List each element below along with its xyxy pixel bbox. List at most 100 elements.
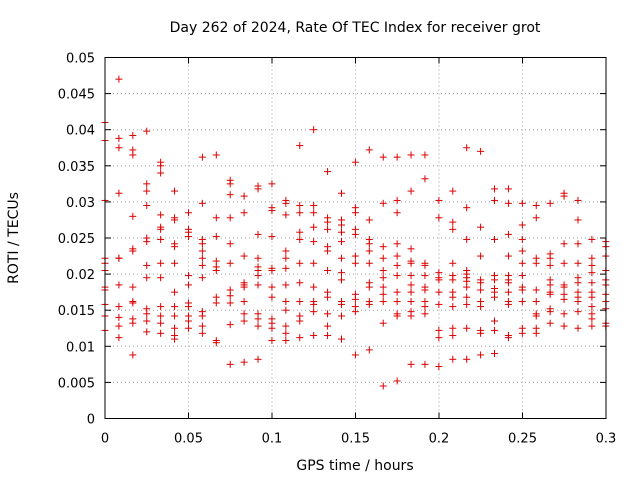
data-point (157, 329, 165, 337)
data-point (296, 334, 304, 342)
y-tick-label: 0.015 (58, 304, 95, 319)
data-point (407, 281, 415, 289)
data-point (198, 199, 206, 207)
data-point (393, 261, 401, 269)
data-point (491, 293, 499, 301)
data-point (143, 202, 151, 210)
data-point (226, 259, 234, 267)
data-point (351, 252, 359, 260)
data-point (310, 209, 318, 217)
data-point (240, 252, 248, 260)
data-point (226, 191, 234, 199)
data-point (198, 153, 206, 161)
data-point (324, 225, 332, 233)
data-point (407, 298, 415, 306)
data-point (449, 187, 457, 195)
data-point (296, 235, 304, 243)
data-point (143, 261, 151, 269)
data-point (560, 310, 568, 318)
data-point (310, 126, 318, 134)
data-point (115, 144, 123, 152)
data-point (198, 274, 206, 282)
data-point (379, 290, 387, 298)
x-tick-label: 0.15 (341, 432, 370, 447)
data-point (282, 211, 290, 219)
data-point (463, 235, 471, 243)
data-point (532, 214, 540, 222)
data-point (560, 283, 568, 291)
data-point (393, 272, 401, 280)
data-point (518, 259, 526, 267)
data-point (588, 293, 596, 301)
data-point (546, 281, 554, 289)
y-tick-label: 0 (87, 413, 95, 428)
data-point (504, 279, 512, 287)
data-point (463, 144, 471, 152)
data-point (143, 238, 151, 246)
data-point (157, 169, 165, 177)
axis-ticks: 0 0.005 0.01 0.015 0.02 0.025 0.03 0.035 0.04 0.0… (58, 52, 617, 447)
data-point (435, 334, 443, 342)
data-point (518, 221, 526, 229)
data-point (379, 283, 387, 291)
data-point (393, 288, 401, 296)
data-point (226, 360, 234, 368)
data-point (379, 266, 387, 274)
data-point (407, 288, 415, 296)
data-point (254, 355, 262, 363)
data-point (337, 238, 345, 246)
data-point (157, 312, 165, 320)
data-point (282, 306, 290, 314)
data-point (351, 209, 359, 217)
data-point (532, 329, 540, 337)
data-point (296, 298, 304, 306)
data-point (171, 335, 179, 343)
data-point (532, 312, 540, 320)
data-point (143, 127, 151, 135)
data-point (337, 228, 345, 236)
data-point (129, 351, 137, 359)
data-point (282, 298, 290, 306)
data-point (254, 185, 262, 193)
data-point (115, 254, 123, 262)
data-point (379, 274, 387, 282)
data-point (379, 298, 387, 306)
data-point (254, 254, 262, 262)
data-point (157, 274, 165, 282)
data-point (268, 337, 276, 345)
data-point (518, 286, 526, 294)
data-point (324, 218, 332, 226)
data-point (254, 315, 262, 323)
data-point (574, 196, 582, 204)
x-tick-label: 0.25 (508, 432, 537, 447)
data-point (421, 151, 429, 159)
data-point (171, 216, 179, 224)
data-point (435, 326, 443, 334)
data-point (310, 283, 318, 291)
data-point (574, 298, 582, 306)
data-point (379, 254, 387, 262)
data-point (491, 196, 499, 204)
y-tick-label: 0.005 (58, 376, 95, 391)
data-point (198, 329, 206, 337)
data-point (282, 199, 290, 207)
data-point (212, 339, 220, 347)
data-point (477, 351, 485, 359)
data-point (184, 324, 192, 332)
data-point (435, 363, 443, 371)
data-point (115, 134, 123, 142)
data-point (268, 233, 276, 241)
data-point (184, 317, 192, 325)
data-point (421, 286, 429, 294)
data-point (184, 303, 192, 311)
data-point (379, 243, 387, 251)
x-tick-label: 0 (101, 432, 109, 447)
data-point (268, 283, 276, 291)
data-point (240, 317, 248, 325)
data-point (337, 269, 345, 277)
x-axis-label: GPS time / hours (296, 458, 413, 474)
data-point (407, 259, 415, 267)
data-point (324, 310, 332, 318)
data-point (310, 238, 318, 246)
